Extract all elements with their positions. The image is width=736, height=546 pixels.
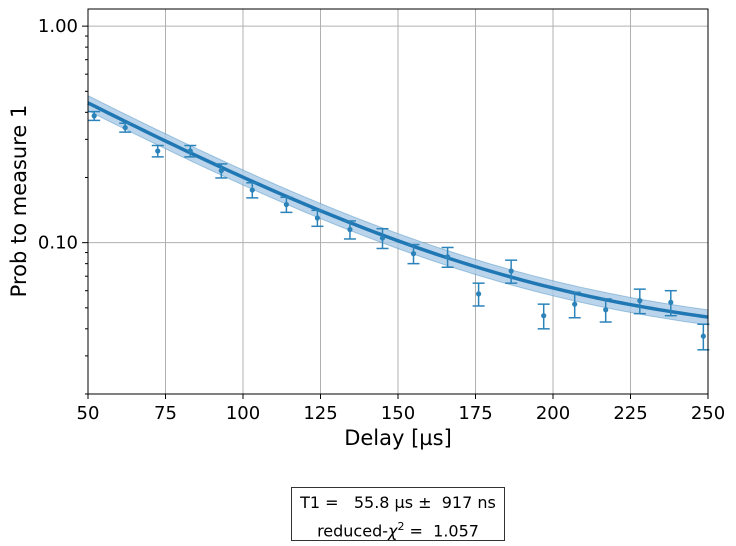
data-point: [541, 313, 547, 319]
data-point-group: [376, 227, 389, 250]
data-point: [410, 251, 417, 257]
chi-value: = 1.057: [404, 521, 479, 541]
x-tick-label: 200: [536, 403, 570, 424]
data-point: [218, 168, 224, 174]
ticks-layer: 50 75 100 125 150 175 200 225 250 0.10 1.00: [38, 16, 725, 424]
data-point-group: [568, 291, 581, 319]
chi-symbol: χ: [388, 521, 398, 541]
data-point-group: [599, 298, 612, 323]
data-point-group: [88, 110, 101, 122]
data-point-group: [633, 288, 646, 315]
data-point: [347, 226, 353, 233]
data-point: [572, 301, 578, 307]
data-point: [91, 113, 97, 119]
chi-superscript: 2: [397, 520, 405, 533]
y-axis-label: Prob to measure 1: [7, 105, 31, 298]
data-point-group: [505, 259, 518, 284]
data-point-group: [246, 182, 259, 199]
data-point: [187, 148, 193, 154]
data-point-group: [184, 144, 197, 158]
chi-prefix: reduced-: [317, 521, 388, 541]
data-point: [508, 268, 514, 274]
grid-lines: [87, 9, 709, 394]
data-point-group: [441, 246, 454, 268]
data-points-layer: [88, 110, 710, 351]
t1-result-text: T1 = 55.8 µs ± 917 ns: [300, 493, 496, 512]
data-point-group: [311, 209, 324, 228]
data-point-group: [664, 289, 677, 317]
x-tick-label: 50: [77, 403, 100, 424]
data-point-group: [215, 163, 228, 179]
data-point: [637, 298, 643, 304]
y-tick-label: 1.00: [38, 16, 78, 37]
data-point: [379, 235, 386, 241]
fit-result-box: T1 = 55.8 µs ± 917 ns reduced-χ2 = 1.057: [291, 487, 505, 541]
x-tick-label: 225: [613, 403, 647, 424]
x-tick-label: 175: [458, 403, 492, 424]
data-point: [155, 148, 161, 154]
chi-squared-text: reduced-χ2 = 1.057: [292, 515, 504, 543]
data-point: [122, 124, 128, 131]
x-tick-label: 250: [691, 403, 725, 424]
x-tick-label: 125: [303, 403, 337, 424]
data-point-group: [280, 196, 293, 214]
data-point: [476, 291, 482, 297]
data-point: [603, 307, 609, 313]
data-point-group: [119, 122, 132, 133]
data-point: [249, 187, 255, 193]
data-point: [314, 215, 320, 221]
data-point: [668, 299, 674, 305]
data-point-group: [407, 243, 420, 265]
x-tick-label: 75: [154, 403, 177, 424]
x-axis-label: Delay [µs]: [344, 426, 452, 450]
data-point: [283, 201, 289, 208]
data-point: [700, 333, 706, 339]
data-point-group: [151, 144, 164, 158]
x-tick-label: 150: [381, 403, 415, 424]
data-point: [445, 254, 451, 260]
x-tick-label: 100: [226, 403, 260, 424]
data-point-group: [343, 220, 356, 240]
data-point-group: [472, 282, 485, 307]
data-point-group: [697, 323, 710, 351]
y-tick-label: 0.10: [38, 233, 78, 254]
data-point-group: [537, 303, 550, 330]
